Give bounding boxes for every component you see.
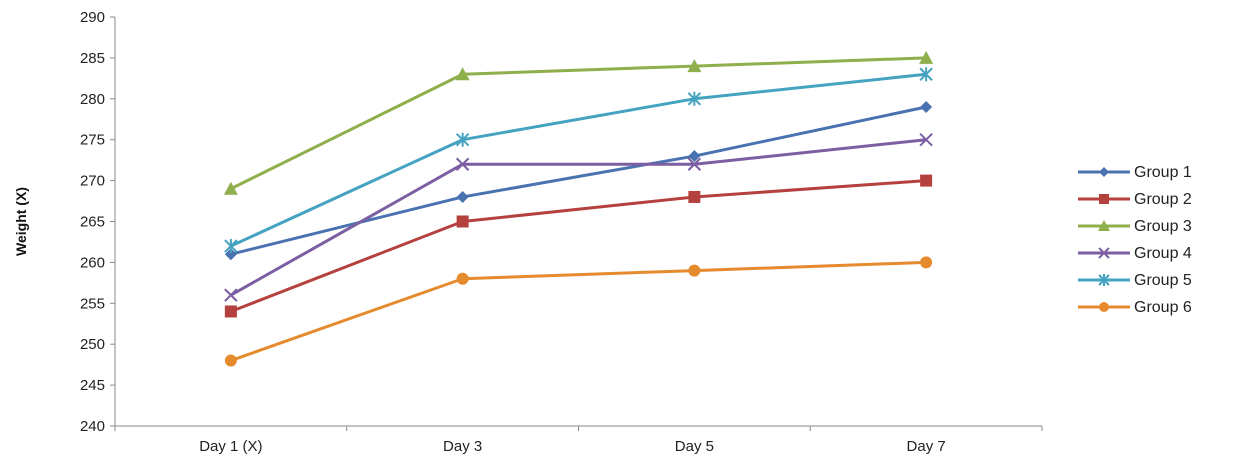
series-4 [224,132,933,302]
series-line [230,56,927,191]
legend-label: Group 4 [1134,245,1192,262]
y-tick-label: 280 [80,91,105,108]
y-tick-label: 240 [80,418,105,435]
series-line [230,138,927,297]
legend-item: Group 2 [1078,191,1192,208]
data-point [920,100,933,113]
y-tick-label: 265 [80,214,105,231]
legend-label: Group 1 [1134,164,1192,181]
x-tick-label: Day 1 (X) [199,438,262,455]
data-point [1099,194,1109,204]
legend: Group 1 Group 2 Group 3 Group 4 Group 5 Group… [1078,164,1192,316]
legend-item: Group 6 [1078,299,1192,316]
data-point [1098,247,1110,259]
legend-label: Group 2 [1134,191,1192,208]
series-3 [223,50,934,195]
legend-item: Group 4 [1078,245,1192,262]
data-point [687,157,702,171]
y-tick-label: 245 [80,377,105,394]
data-point [456,215,469,228]
y-axis-label: Weight (X) [13,187,29,256]
x-tick-label: Day 7 [907,438,946,455]
data-point [224,248,237,261]
data-point [688,264,701,277]
legend-label: Group 5 [1134,272,1192,289]
y-tick-label: 255 [80,295,105,312]
series-5 [224,67,933,254]
legend-label: Group 6 [1134,299,1192,316]
data-point [919,132,933,147]
series-6 [224,256,933,367]
data-point [224,239,238,254]
data-point [920,256,933,269]
series-2 [224,174,933,318]
series-line [230,260,927,362]
y-tick-label: 270 [80,173,105,190]
axes: 240 245 250 255 260 265 270 275 280 285 290 Day 1 (… [13,9,1043,455]
data-point [224,305,237,318]
y-tick-label: 285 [80,50,105,67]
legend-item: Group 5 [1078,272,1192,289]
series-line [230,105,927,256]
data-point [224,288,238,302]
legend-item: Group 1 [1078,164,1192,181]
data-point [223,181,238,195]
data-point [1098,220,1110,231]
series-1 [224,100,933,261]
data-point [456,272,469,285]
data-point [456,190,469,203]
data-point [455,67,470,81]
data-point [687,59,702,73]
legend-item: Group 3 [1078,218,1192,235]
x-tick-label: Day 5 [675,438,714,455]
x-tick-label: Day 3 [443,438,482,455]
data-point [688,190,701,203]
y-tick-label: 250 [80,336,105,353]
data-point [1099,167,1109,177]
data-point [455,132,470,147]
data-point [1098,274,1110,286]
y-tick-label: 275 [80,132,105,149]
series-line [230,72,927,248]
series-layer [223,50,934,367]
data-point [455,157,470,171]
data-point [919,50,934,64]
series-line [230,179,927,313]
data-point [920,174,933,187]
y-tick-label: 290 [80,9,105,26]
data-point [919,67,933,82]
y-tick-label: 260 [80,254,105,271]
legend-label: Group 3 [1134,218,1192,235]
data-point [224,354,237,367]
data-point [688,150,701,163]
data-point [687,91,702,106]
data-point [1099,302,1109,312]
